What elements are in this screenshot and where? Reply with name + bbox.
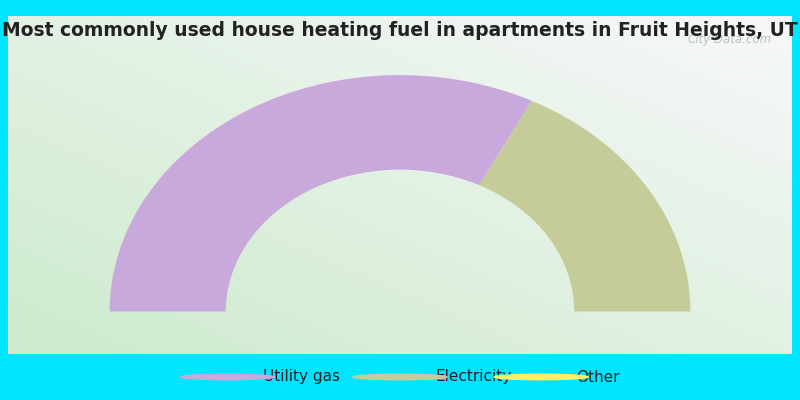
Text: Electricity: Electricity xyxy=(435,370,511,384)
Circle shape xyxy=(181,374,274,380)
Text: Other: Other xyxy=(577,370,620,384)
Text: City-Data.com: City-Data.com xyxy=(687,32,772,46)
Text: Utility gas: Utility gas xyxy=(262,370,340,384)
Circle shape xyxy=(494,374,588,380)
Text: Most commonly used house heating fuel in apartments in Fruit Heights, UT: Most commonly used house heating fuel in… xyxy=(2,21,798,40)
Wedge shape xyxy=(110,75,532,312)
Wedge shape xyxy=(479,101,690,312)
Circle shape xyxy=(353,374,447,380)
